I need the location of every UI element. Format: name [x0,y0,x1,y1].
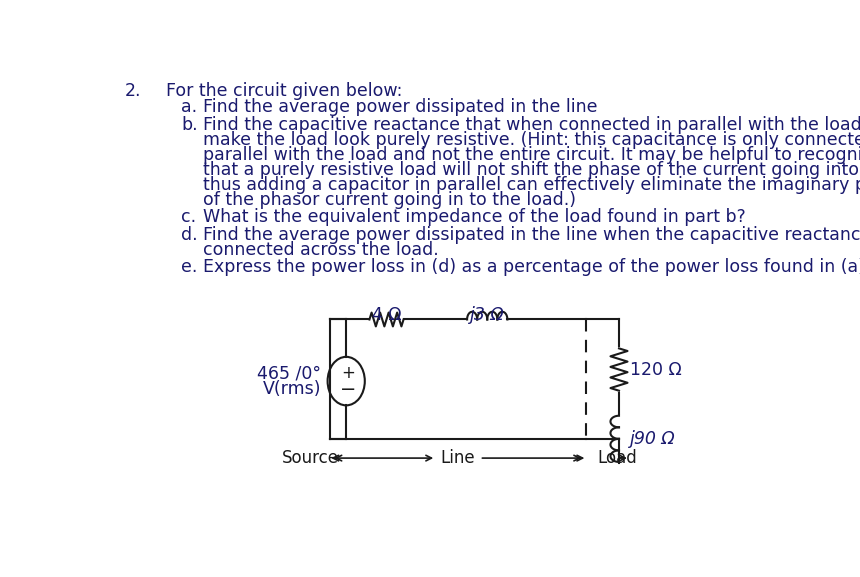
Text: j3 Ω: j3 Ω [470,306,505,324]
Text: 2.: 2. [125,81,141,100]
Text: Find the average power dissipated in the line when the capacitive reactance is: Find the average power dissipated in the… [203,226,860,243]
Text: c.: c. [181,208,196,226]
Text: Source: Source [281,449,339,467]
Text: Find the average power dissipated in the line: Find the average power dissipated in the… [203,99,598,117]
Text: make the load look purely resistive. (Hint: this capacitance is only connected i: make the load look purely resistive. (Hi… [203,131,860,149]
Text: a.: a. [181,99,197,117]
Text: j90 Ω: j90 Ω [630,430,675,448]
Text: parallel with the load and not the entire circuit. It may be helpful to recogniz: parallel with the load and not the entir… [203,146,860,164]
Text: What is the equivalent impedance of the load found in part b?: What is the equivalent impedance of the … [203,208,746,226]
Text: +: + [341,364,354,381]
Text: d.: d. [181,226,198,243]
Text: For the circuit given below:: For the circuit given below: [166,81,402,100]
Text: 465 /0°: 465 /0° [257,365,322,383]
Text: Express the power loss in (d) as a percentage of the power loss found in (a).: Express the power loss in (d) as a perce… [203,258,860,276]
Text: 120 Ω: 120 Ω [630,361,682,379]
Text: V(rms): V(rms) [263,380,322,398]
Text: of the phasor current going in to the load.): of the phasor current going in to the lo… [203,191,576,209]
Text: thus adding a capacitor in parallel can effectively eliminate the imaginary port: thus adding a capacitor in parallel can … [203,176,860,194]
Text: Find the capacitive reactance that when connected in parallel with the load will: Find the capacitive reactance that when … [203,116,860,134]
Text: Load: Load [598,449,637,467]
Text: that a purely resistive load will not shift the phase of the current going into : that a purely resistive load will not sh… [203,161,860,179]
Text: e.: e. [181,258,198,276]
Text: −: − [340,380,356,399]
Text: 4 Ω: 4 Ω [372,306,402,324]
Text: Line: Line [440,449,475,467]
Text: connected across the load.: connected across the load. [203,241,439,258]
Text: b.: b. [181,116,198,134]
